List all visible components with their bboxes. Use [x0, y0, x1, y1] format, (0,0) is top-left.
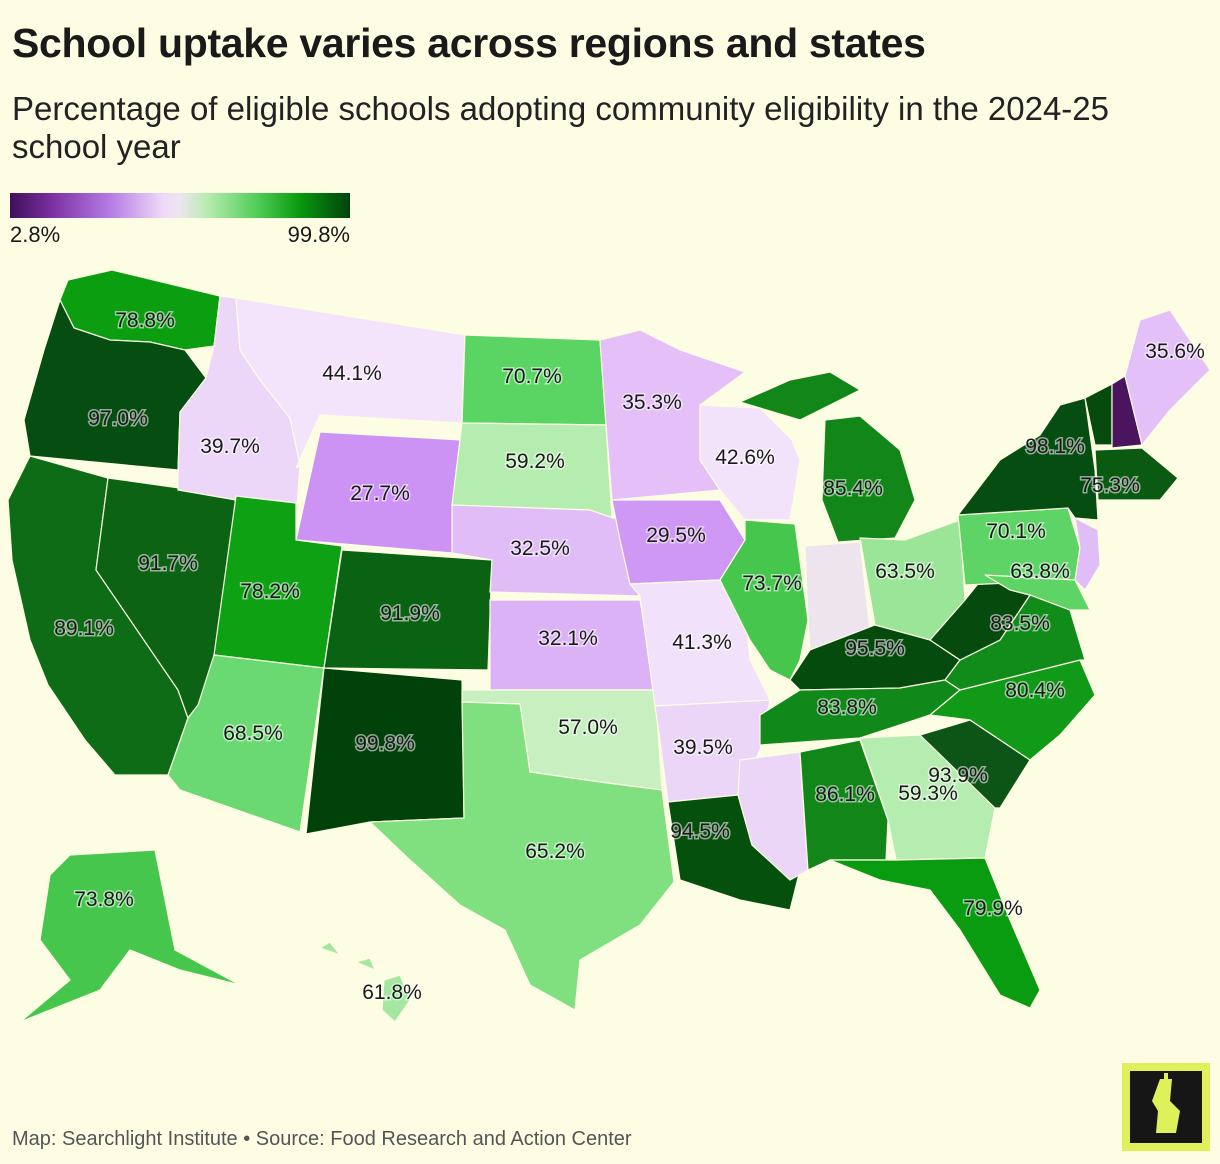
- state-label-or: 97.0%: [88, 407, 148, 430]
- state-label-wy: 27.7%: [350, 482, 410, 505]
- state-label-ks: 32.1%: [538, 627, 598, 650]
- searchlight-logo-icon: [1122, 1063, 1210, 1151]
- state-wi: [699, 404, 801, 521]
- state-me: [1124, 309, 1211, 447]
- state-label-ny: 98.1%: [1025, 435, 1085, 458]
- state-label-sc: 93.9%: [928, 764, 988, 787]
- us-states-map: 78.8% 97.0% 89.1% 91.7% 39.7% 44.1% 27.7% 78.2%…: [7, 269, 1211, 1023]
- state-label-md: 63.8%: [1010, 560, 1070, 583]
- state-label-ga: 59.3%: [898, 782, 958, 805]
- state-label-ca: 89.1%: [54, 617, 114, 640]
- state-label-mt: 44.1%: [322, 362, 382, 385]
- state-label-wa: 78.8%: [115, 309, 175, 332]
- legend-gradient-bar: [10, 193, 350, 218]
- state-label-va: 83.5%: [990, 612, 1050, 635]
- state-label-ky: 95.5%: [845, 637, 905, 660]
- state-label-fl: 79.9%: [963, 897, 1023, 920]
- state-tx: [368, 701, 675, 1011]
- state-hi: [318, 941, 411, 1023]
- state-label-oh: 63.5%: [875, 560, 935, 583]
- legend-min-label: 2.8%: [10, 222, 61, 247]
- state-label-ma: 75.3%: [1080, 474, 1140, 497]
- state-ny: [956, 397, 1099, 521]
- state-label-nc: 80.4%: [1005, 679, 1065, 702]
- state-label-al: 86.1%: [815, 783, 875, 806]
- state-label-nd: 70.7%: [502, 365, 562, 388]
- state-label-mi: 85.4%: [823, 477, 883, 500]
- color-legend: 2.8% 99.8%: [10, 193, 350, 247]
- state-label-hi: 61.8%: [362, 981, 422, 1004]
- state-label-tx: 65.2%: [525, 840, 585, 863]
- state-label-ak: 73.8%: [74, 888, 134, 911]
- state-label-ar: 39.5%: [673, 736, 733, 759]
- state-label-az: 68.5%: [223, 722, 283, 745]
- state-label-ne: 32.5%: [510, 537, 570, 560]
- state-il: [719, 519, 809, 681]
- state-ak: [19, 849, 241, 1023]
- state-ma: [1094, 447, 1179, 501]
- state-label-mo: 41.3%: [672, 631, 732, 654]
- state-label-tn: 83.8%: [817, 696, 877, 719]
- state-label-il: 73.7%: [742, 572, 802, 595]
- state-label-wi: 42.6%: [715, 446, 775, 469]
- state-label-me: 35.6%: [1145, 340, 1205, 363]
- state-nj: [1074, 516, 1101, 591]
- state-label-mn: 35.3%: [622, 391, 682, 414]
- state-label-id: 39.7%: [200, 435, 260, 458]
- state-label-nv: 91.7%: [138, 552, 198, 575]
- chart-title: School uptake varies across regions and …: [12, 20, 926, 66]
- chart-subtitle: Percentage of eligible schools adopting …: [12, 90, 1109, 165]
- legend-max-label: 99.8%: [287, 222, 350, 247]
- state-label-ut: 78.2%: [240, 580, 300, 603]
- state-co: [323, 549, 493, 671]
- state-label-ia: 29.5%: [646, 524, 706, 547]
- state-ne: [451, 504, 641, 597]
- state-az: [167, 654, 325, 833]
- state-label-nm: 99.8%: [355, 732, 415, 755]
- state-label-pa: 70.1%: [986, 520, 1046, 543]
- source-credit: Map: Searchlight Institute • Source: Foo…: [12, 1128, 632, 1150]
- state-fl: [829, 857, 1041, 1009]
- state-label-ok: 57.0%: [558, 716, 618, 739]
- state-label-la: 94.5%: [670, 820, 730, 843]
- state-label-co: 91.9%: [380, 602, 440, 625]
- state-mi: [738, 371, 916, 543]
- state-label-sd: 59.2%: [505, 450, 565, 473]
